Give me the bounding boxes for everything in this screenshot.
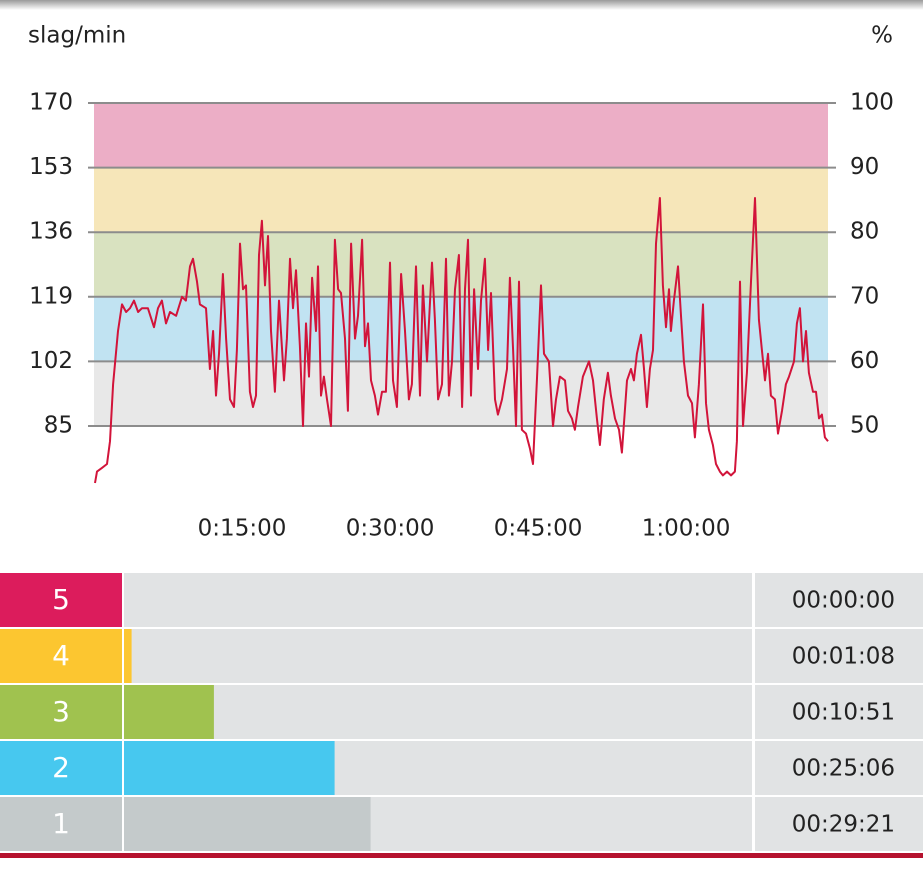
y2-tick-label: 90 bbox=[850, 154, 879, 180]
y-tick-label: 170 bbox=[29, 90, 73, 116]
zone-divider bbox=[122, 573, 124, 853]
y-tick-label: 136 bbox=[29, 219, 73, 245]
y-tick-label: 102 bbox=[29, 348, 73, 374]
y-axis-label: slag/min bbox=[28, 23, 126, 49]
y-tick-label: 85 bbox=[44, 413, 73, 439]
zone-duration: 00:01:08 bbox=[792, 644, 895, 670]
y-tick-label: 153 bbox=[29, 154, 73, 180]
zone-time-cell bbox=[755, 629, 923, 683]
zone-number: 2 bbox=[52, 751, 70, 784]
zone-band bbox=[94, 167, 828, 233]
zone-bar bbox=[0, 741, 335, 795]
zone-time-cell bbox=[755, 741, 923, 795]
zone-duration: 00:10:51 bbox=[792, 700, 895, 726]
zone-number: 1 bbox=[52, 807, 70, 840]
y-tick-label: 119 bbox=[29, 283, 73, 309]
zone-duration: 00:29:21 bbox=[792, 812, 895, 838]
zone-number: 4 bbox=[52, 639, 70, 672]
y2-tick-label: 80 bbox=[850, 219, 879, 245]
bottom-rule bbox=[0, 853, 923, 858]
zone-band bbox=[94, 103, 828, 168]
zone-number: 5 bbox=[52, 583, 70, 616]
zone-bar bbox=[0, 629, 132, 683]
y2-axis-label: % bbox=[871, 23, 893, 49]
zone-number: 3 bbox=[52, 695, 70, 728]
plot: 85 102 119 136 153 170 50 60 70 80 90 100 0:15:00 0:3… bbox=[29, 90, 894, 542]
heart-rate-line bbox=[94, 197, 829, 484]
zone-band bbox=[94, 232, 828, 297]
top-shadow bbox=[0, 0, 923, 10]
zone-time-cell bbox=[755, 797, 923, 851]
zone-bar bbox=[0, 685, 214, 739]
zone-bar bbox=[0, 797, 371, 851]
y2-tick-label: 100 bbox=[850, 90, 894, 116]
y2-tick-label: 50 bbox=[850, 413, 879, 439]
zone-track bbox=[0, 573, 752, 627]
x-tick-label: 0:15:00 bbox=[198, 516, 287, 542]
x-tick-label: 0:30:00 bbox=[346, 516, 435, 542]
x-tick-label: 0:45:00 bbox=[494, 516, 583, 542]
zone-duration: 00:25:06 bbox=[792, 756, 895, 782]
y2-tick-label: 60 bbox=[850, 348, 879, 374]
zone-duration: 00:00:00 bbox=[792, 588, 895, 614]
zone-table: 5 00:00:00 4 00:01:08 3 00:10:51 2 00:25:06 1 00:… bbox=[0, 573, 923, 853]
zone-time-cell bbox=[755, 573, 923, 627]
zone-bar bbox=[0, 573, 122, 627]
x-tick-label: 1:00:00 bbox=[642, 516, 731, 542]
zone-time-cell bbox=[755, 685, 923, 739]
y2-tick-label: 70 bbox=[850, 283, 879, 309]
